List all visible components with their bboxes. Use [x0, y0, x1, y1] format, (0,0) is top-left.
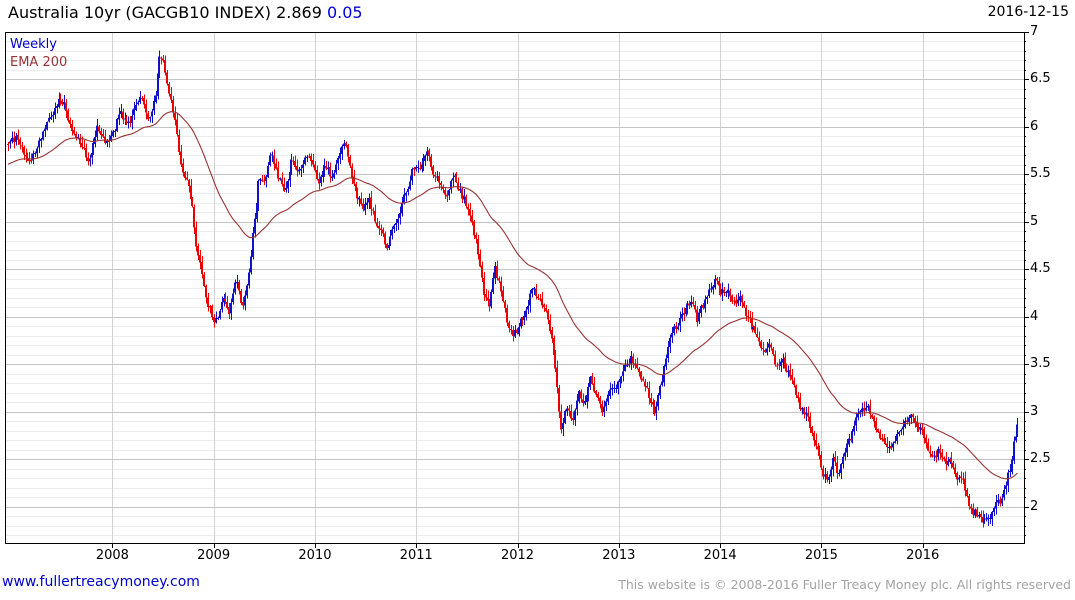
candles-group — [7, 50, 1018, 528]
instrument-title: Australia 10yr (GACGB10 INDEX) — [8, 3, 271, 22]
y-axis-label: 4.5 — [1030, 261, 1051, 277]
y-axis-label: 5.5 — [1030, 166, 1051, 182]
x-axis-label: 2016 — [906, 548, 940, 563]
plot-frame — [5, 32, 1029, 548]
y-axis-label: 6.5 — [1030, 71, 1051, 87]
ema-line — [7, 111, 1018, 480]
legend-interval-label: Weekly — [10, 37, 57, 52]
y-axis-label: 5 — [1030, 213, 1039, 229]
x-axis-label: 2013 — [602, 548, 636, 563]
chart-title-bar: Australia 10yr (GACGB10 INDEX) 2.869 0.0… — [8, 3, 363, 22]
y-axis-label: 3 — [1030, 403, 1039, 419]
x-axis-label: 2008 — [95, 548, 129, 563]
last-price: 2.869 — [276, 3, 322, 22]
y-axis-label: 7 — [1030, 24, 1039, 39]
legend-ema-label: EMA 200 — [10, 55, 68, 70]
copyright-text: This website is © 2008-2016 Fuller Treac… — [618, 577, 1071, 592]
y-axis-label: 6 — [1030, 118, 1039, 134]
y-axis-label: 2.5 — [1030, 451, 1051, 467]
x-axis-label: 2014 — [703, 548, 737, 563]
x-axis-label: 2011 — [399, 548, 433, 563]
x-axis-label: 2015 — [804, 548, 838, 563]
y-axis-label: 3.5 — [1030, 356, 1051, 372]
x-axis-label: 2012 — [500, 548, 535, 563]
grid-minor — [5, 41, 1024, 536]
x-axis-label: 2010 — [298, 548, 332, 563]
price-change: 0.05 — [326, 3, 363, 22]
y-axis-label: 4 — [1030, 308, 1039, 324]
chart-legend: Weekly EMA 200 — [10, 36, 67, 72]
site-link[interactable]: www.fullertreacymoney.com — [2, 574, 200, 590]
y-axis-label: 2 — [1030, 498, 1039, 514]
chart-date: 2016-12-15 — [987, 4, 1069, 20]
grid-major — [5, 32, 1024, 543]
x-axis-label: 2009 — [197, 548, 231, 563]
